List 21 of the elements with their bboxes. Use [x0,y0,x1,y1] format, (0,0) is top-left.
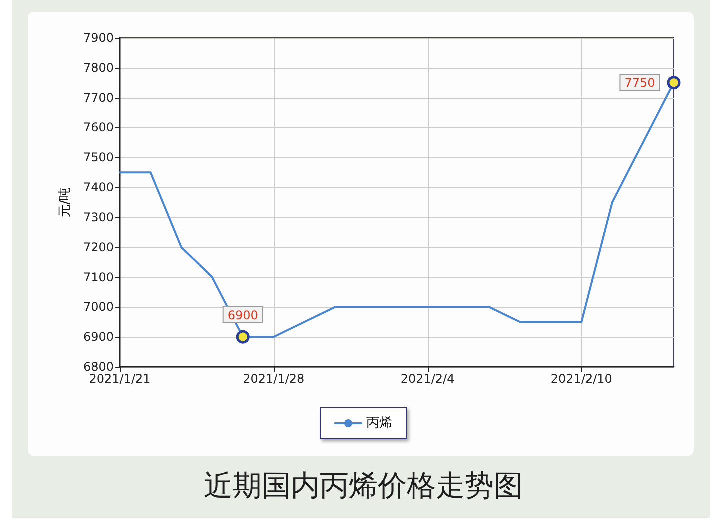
text: 近期国内丙烯价格走势图 [204,468,523,502]
y-tick-label: 7100 [83,270,114,284]
y-tick-label: 7700 [83,90,114,105]
data-label: 6900 [228,308,258,322]
legend-label: 丙烯 [366,416,392,431]
y-tick-label: 7900 [83,31,114,45]
y-tick-label: 7400 [83,180,114,195]
y-tick-label: 7500 [83,150,114,165]
x-tick-label: 2021/2/4 [400,372,455,386]
y-tick-label: 7600 [83,120,114,135]
x-tick-label: 2021/2/10 [550,372,612,386]
y-tick-label: 6900 [83,330,114,344]
y-axis-title: 元/吨 [58,187,73,218]
x-tick-label: 2021/1/21 [89,372,151,386]
data-label: 7750 [624,76,656,90]
y-tick-label: 7300 [83,210,114,224]
y-tick-label: 7800 [83,60,114,75]
x-tick-label: 2021/1/28 [243,372,305,386]
y-tick-label: 7200 [83,240,114,254]
y-tick-label: 7000 [83,300,114,314]
y-tick-label: 6800 [83,360,114,374]
